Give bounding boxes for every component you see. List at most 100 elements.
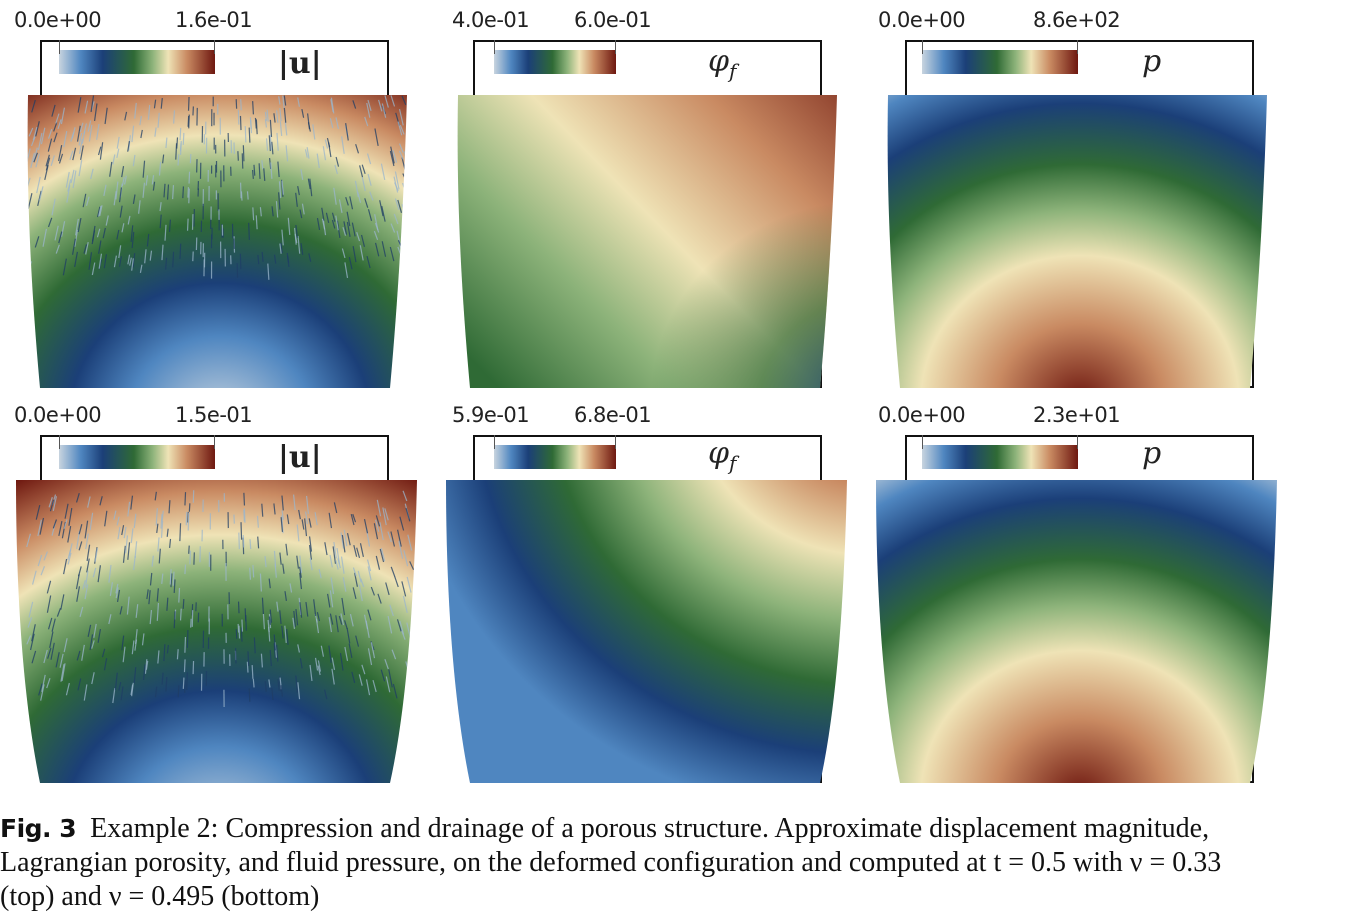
- velocity-arrow: [123, 175, 127, 185]
- velocity-arrow: [78, 541, 83, 551]
- velocity-arrow: [41, 674, 46, 692]
- velocity-arrow: [241, 619, 244, 632]
- velocity-arrow: [27, 177, 31, 191]
- velocity-arrow: [292, 494, 296, 511]
- velocity-arrow: [264, 681, 267, 692]
- velocity-arrow: [271, 206, 274, 217]
- velocity-arrow: [358, 584, 363, 602]
- velocity-arrow: [387, 531, 392, 543]
- velocity-arrow: [146, 589, 149, 600]
- caption-line-2: Lagrangian porosity, and fluid pressure,…: [0, 847, 1222, 878]
- velocity-arrow: [134, 541, 138, 558]
- velocity-arrow: [183, 659, 186, 673]
- field-plot-porosity-top: [457, 95, 838, 388]
- velocity-arrow: [77, 678, 82, 691]
- colorbar: [59, 50, 215, 74]
- velocity-arrow: [156, 523, 159, 534]
- velocity-arrow: [345, 123, 349, 141]
- velocity-arrow: [309, 664, 313, 681]
- velocity-arrow: [127, 501, 131, 517]
- velocity-arrow: [160, 520, 164, 538]
- velocity-arrow: [317, 660, 322, 672]
- velocity-arrow: [284, 121, 288, 136]
- velocity-arrow: [324, 542, 328, 556]
- velocity-arrow: [320, 645, 325, 657]
- velocity-arrow: [173, 110, 176, 124]
- velocity-arrow: [401, 581, 407, 597]
- velocity-arrow: [248, 127, 251, 143]
- velocity-arrow: [163, 183, 166, 198]
- velocity-arrow: [161, 573, 164, 584]
- velocity-arrow: [155, 508, 158, 526]
- velocity-arrow: [373, 523, 379, 540]
- velocity-arrow: [142, 664, 146, 681]
- velocity-arrow: [268, 616, 271, 625]
- caption-line-1: Fig. 3 Example 2: Compression and draina…: [0, 812, 1346, 846]
- velocity-arrow: [187, 187, 190, 198]
- velocity-arrow: [126, 596, 130, 615]
- velocity-arrow: [116, 229, 120, 240]
- velocity-arrow: [60, 107, 66, 125]
- colorbar-tick: [615, 435, 616, 449]
- velocity-arrow: [341, 597, 346, 616]
- velocity-arrow: [43, 649, 48, 664]
- velocity-arrow: [403, 151, 408, 169]
- velocity-arrow: [252, 678, 255, 688]
- colorbar: [59, 445, 215, 469]
- velocity-arrow: [87, 496, 91, 508]
- velocity-arrow: [285, 543, 288, 556]
- velocity-arrow: [187, 115, 190, 127]
- velocity-arrow: [75, 218, 79, 236]
- velocity-arrow: [50, 155, 55, 166]
- velocity-arrow: [144, 659, 148, 674]
- colorbar-tick: [494, 435, 495, 449]
- velocity-arrow: [98, 240, 102, 254]
- velocity-arrow: [297, 186, 300, 196]
- velocity-arrow: [304, 149, 308, 158]
- field-fill: [446, 480, 847, 783]
- velocity-arrow: [380, 547, 386, 562]
- velocity-arrow: [37, 519, 42, 537]
- velocity-arrow: [299, 209, 303, 219]
- velocity-arrow: [361, 164, 366, 175]
- velocity-arrow: [343, 529, 348, 547]
- velocity-arrow: [308, 518, 312, 528]
- velocity-arrow: [396, 529, 402, 547]
- velocity-arrow: [266, 109, 269, 122]
- velocity-arrow: [355, 144, 360, 154]
- velocity-arrow: [66, 185, 71, 203]
- velocity-arrow: [35, 153, 40, 168]
- velocity-arrow: [160, 514, 163, 529]
- velocity-arrow: [68, 507, 73, 526]
- velocity-arrow: [47, 647, 52, 659]
- velocity-arrow: [402, 595, 408, 614]
- velocity-arrow: [135, 604, 139, 618]
- quantity-label: |u|: [278, 46, 322, 81]
- velocity-arrow: [278, 181, 282, 199]
- velocity-arrow: [81, 130, 86, 144]
- velocity-arrow: [170, 573, 173, 588]
- velocity-arrow: [406, 576, 412, 593]
- velocity-arrow: [307, 113, 311, 130]
- velocity-arrow: [367, 566, 372, 581]
- velocity-arrow: [352, 100, 357, 109]
- velocity-arrow: [113, 255, 117, 268]
- velocity-arrow: [286, 629, 289, 645]
- velocity-arrow: [333, 187, 337, 205]
- velocity-arrow: [296, 524, 300, 542]
- velocity-arrow: [273, 254, 277, 264]
- velocity-arrow: [103, 254, 108, 269]
- velocity-arrow: [57, 119, 62, 130]
- velocity-arrow: [115, 587, 119, 599]
- velocity-arrow: [112, 154, 116, 165]
- velocity-arrow: [341, 136, 345, 154]
- phi-symbol: φ: [708, 436, 730, 471]
- velocity-arrow: [261, 503, 264, 517]
- velocity-arrow: [118, 256, 122, 267]
- velocity-arrow: [84, 584, 89, 600]
- velocity-arrow: [99, 496, 103, 506]
- velocity-arrow: [115, 583, 119, 594]
- velocity-arrow: [366, 559, 372, 572]
- velocity-arrow: [343, 620, 348, 630]
- velocity-arrow: [77, 217, 82, 233]
